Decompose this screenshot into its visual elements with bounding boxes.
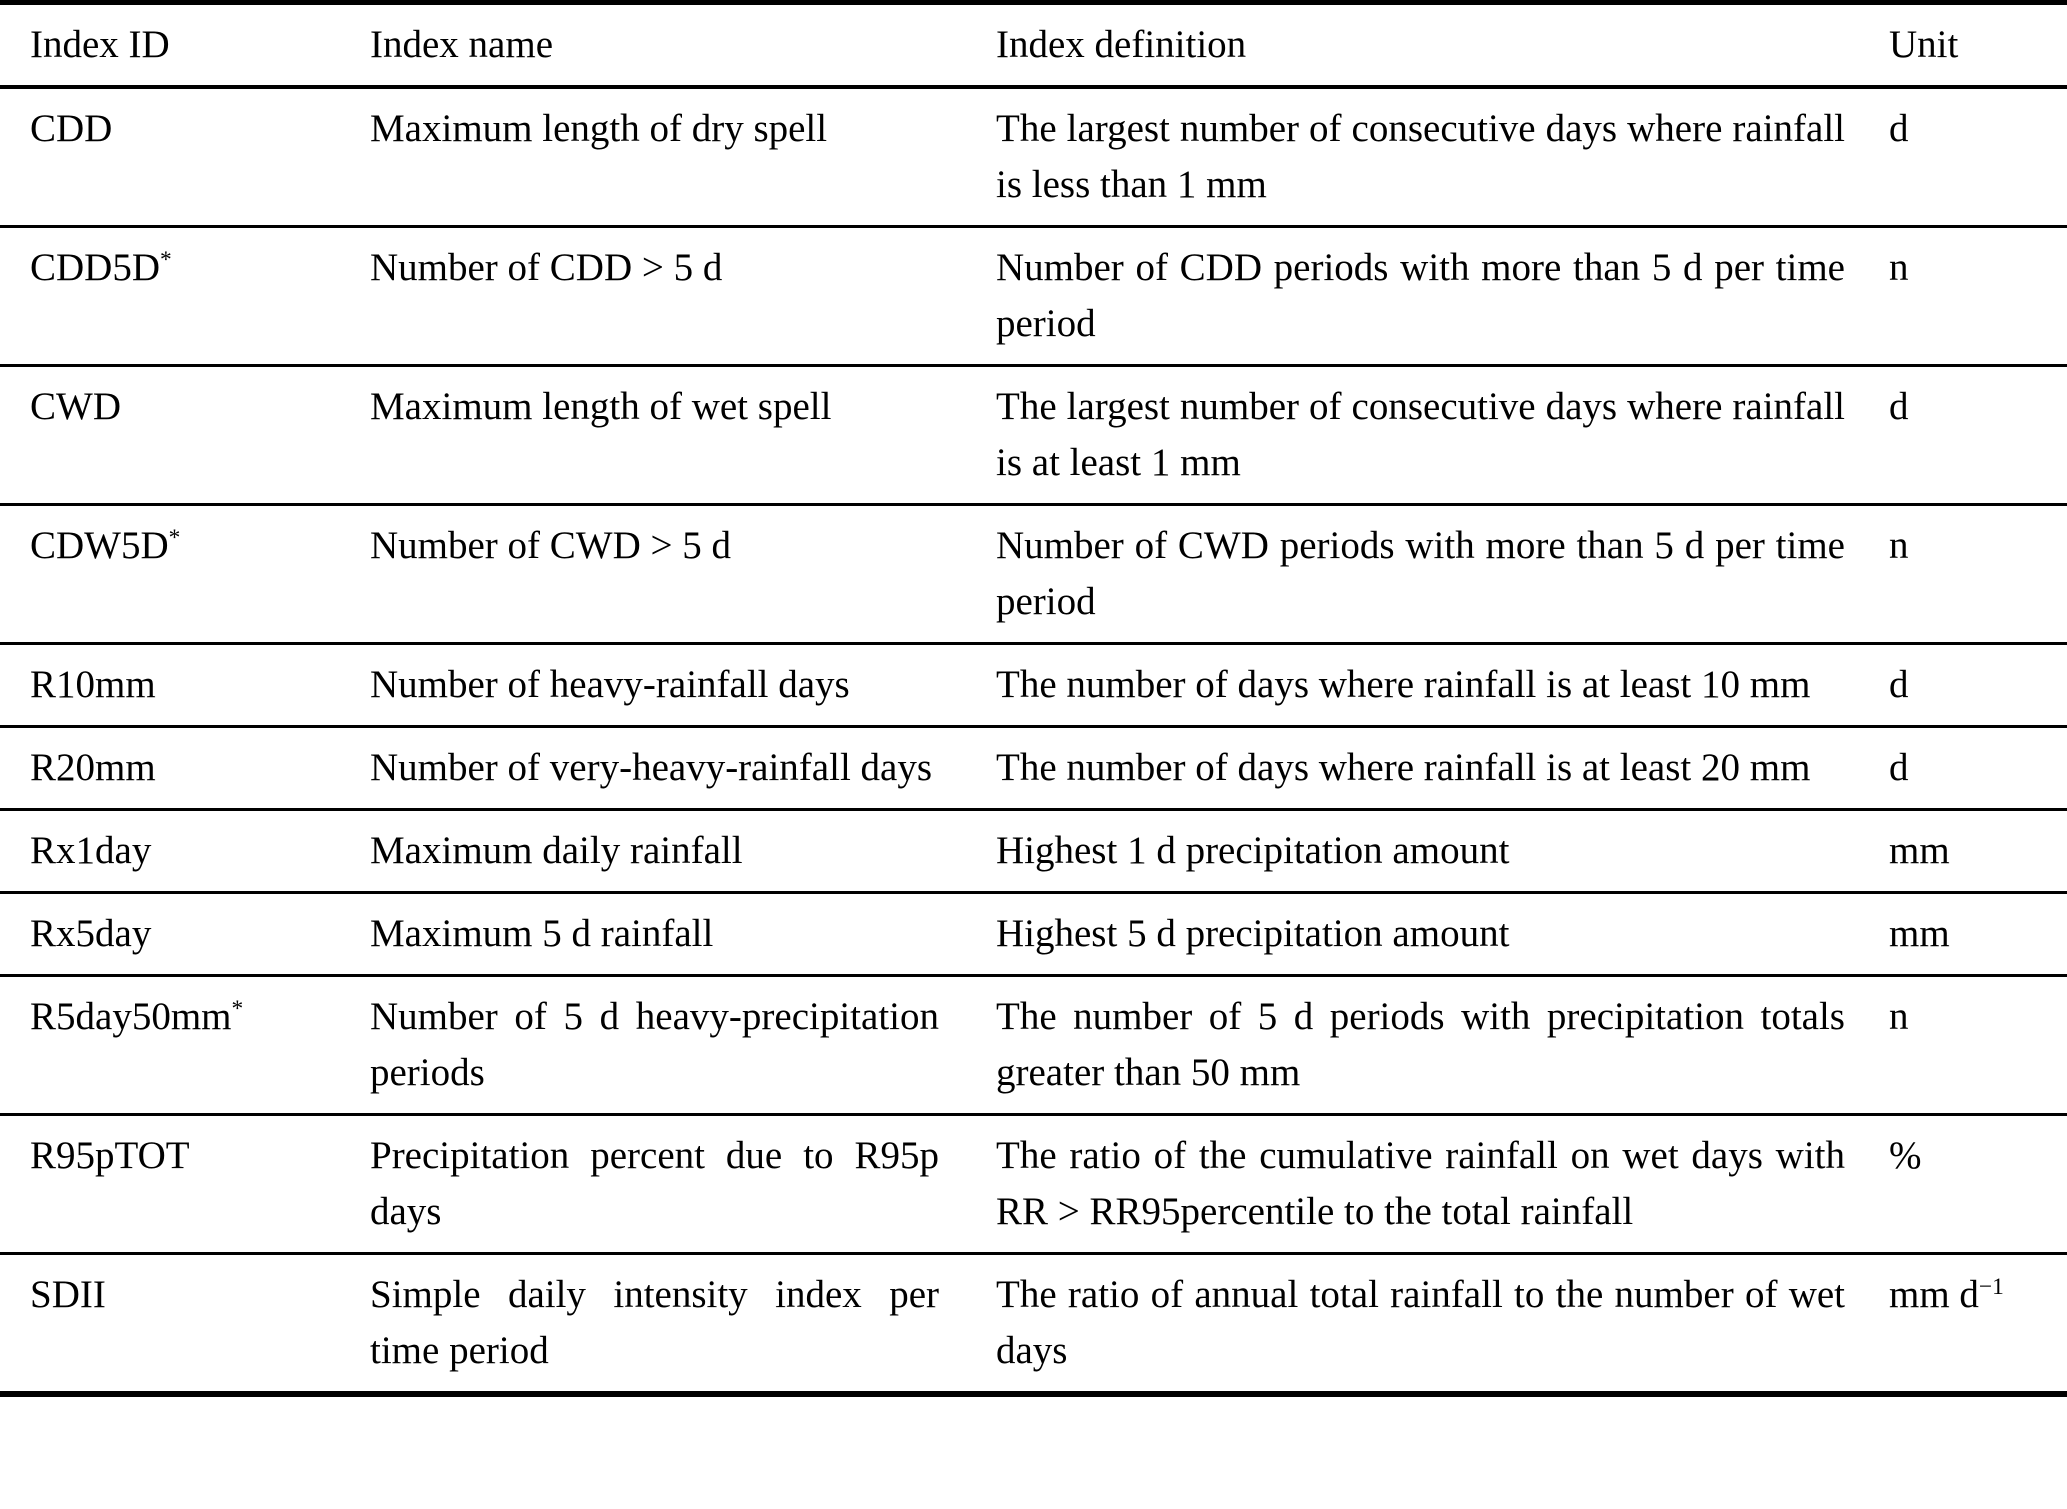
cell-index-definition: The largest number of consecutive days w… [995,364,1888,505]
cell-index-id: CDD5D* [0,225,369,366]
table-header: Index ID Index name Index definition Uni… [0,2,2067,89]
cell-index-id: CWD [0,364,369,505]
cell-index-name: Number of heavy-rainfall days [369,642,995,727]
cell-index-definition: The ratio of the cumulative rainfall on … [995,1113,1888,1254]
table-body: CDD Maximum length of dry spell The larges… [0,85,2067,1394]
cell-index-name: Number of CWD > 5 d [369,503,995,644]
cell-unit-superscript: −1 [1978,1274,2004,1301]
table-row: R20mm Number of very-heavy-rainfall days T… [0,725,2067,810]
cell-index-id: SDII [0,1252,369,1394]
cell-unit: d [1888,725,2067,810]
table-row: Rx1day Maximum daily rainfall Highest 1 d … [0,808,2067,893]
cell-unit: d [1888,364,2067,505]
cell-index-name: Simple daily intensity index per time pe… [369,1252,995,1394]
cell-unit: n [1888,225,2067,366]
column-header-index-definition: Index definition [995,2,1888,89]
header-row: Index ID Index name Index definition Uni… [0,2,2067,89]
cell-index-definition: The number of days where rainfall is at … [995,642,1888,727]
cell-unit: % [1888,1113,2067,1254]
table-row: CDD Maximum length of dry spell The larges… [0,85,2067,227]
cell-index-id: R10mm [0,642,369,727]
cell-index-name: Number of very-heavy-rainfall days [369,725,995,810]
cell-index-id: Rx1day [0,808,369,893]
cell-index-definition: Number of CDD periods with more than 5 d… [995,225,1888,366]
cell-unit: mm [1888,891,2067,976]
cell-unit: n [1888,974,2067,1115]
cell-index-name: Maximum length of dry spell [369,85,995,227]
table-row: R10mm Number of heavy-rainfall days The nu… [0,642,2067,727]
cell-unit: d [1888,85,2067,227]
column-header-index-name: Index name [369,2,995,89]
cell-index-definition: Highest 5 d precipitation amount [995,891,1888,976]
cell-index-name: Maximum daily rainfall [369,808,995,893]
column-header-unit: Unit [1888,2,2067,89]
rainfall-indices-table: Index ID Index name Index definition Uni… [0,0,2067,1397]
cell-index-id-superscript: * [231,996,244,1023]
cell-index-id: CDD [0,85,369,227]
cell-index-id-superscript: * [160,247,172,274]
cell-index-name: Maximum length of wet spell [369,364,995,505]
table-row: CDD5D* Number of CDD > 5 d Number of CDD p… [0,225,2067,366]
table-row: R95pTOT Precipitation percent due to R95p… [0,1113,2067,1254]
cell-unit: d [1888,642,2067,727]
cell-index-name: Number of CDD > 5 d [369,225,995,366]
table-row: R5day50mm* Number of 5 d heavy-precipitat… [0,974,2067,1115]
cell-index-id: R95pTOT [0,1113,369,1254]
cell-index-definition: The number of 5 d periods with precipita… [995,974,1888,1115]
cell-index-id: Rx5day [0,891,369,976]
cell-index-definition: Number of CWD periods with more than 5 d… [995,503,1888,644]
cell-unit: mm [1888,808,2067,893]
table-row: SDII Simple daily intensity index per tim… [0,1252,2067,1394]
table-row: CDW5D* Number of CWD > 5 d Number of CWD p… [0,503,2067,644]
cell-unit: mm d−1 [1888,1252,2067,1394]
cell-index-name: Number of 5 d heavy-precipitation period… [369,974,995,1115]
cell-index-definition: Highest 1 d precipitation amount [995,808,1888,893]
cell-index-id: R5day50mm* [0,974,369,1115]
column-header-index-id: Index ID [0,2,369,89]
cell-index-name: Maximum 5 d rainfall [369,891,995,976]
cell-index-id: CDW5D* [0,503,369,644]
table-row: Rx5day Maximum 5 d rainfall Highest 5 d pr… [0,891,2067,976]
cell-index-definition: The largest number of consecutive days w… [995,85,1888,227]
cell-index-definition: The ratio of annual total rainfall to th… [995,1252,1888,1394]
cell-unit: n [1888,503,2067,644]
cell-index-id: R20mm [0,725,369,810]
cell-index-id-superscript: * [168,525,181,552]
table-row: CWD Maximum length of wet spell The larges… [0,364,2067,505]
cell-index-name: Precipitation percent due to R95p days [369,1113,995,1254]
cell-index-definition: The number of days where rainfall is at … [995,725,1888,810]
